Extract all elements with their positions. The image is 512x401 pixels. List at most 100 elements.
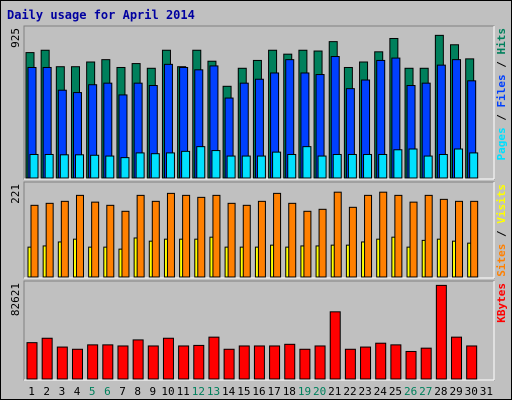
- x-tick-17: 17: [268, 385, 281, 398]
- x-tick-9: 9: [150, 385, 157, 398]
- panel-top: 925: [9, 25, 495, 180]
- bar-kbytes-day-2: [41, 337, 53, 380]
- bar-kbytes-day-11: [178, 345, 190, 380]
- bar-pages-day-29: [454, 148, 464, 179]
- bar-sites-day-21: [333, 191, 342, 278]
- x-tick-24: 24: [374, 385, 388, 398]
- bar-kbytes-day-4: [71, 348, 83, 380]
- legend-label-top: Pages / Files / Hits: [495, 28, 508, 161]
- x-tick-12: 12: [192, 385, 205, 398]
- bar-pages-day-17: [272, 151, 282, 179]
- legend-part: Files: [495, 74, 508, 107]
- x-tick-7: 7: [119, 385, 126, 398]
- bar-pages-day-26: [408, 148, 418, 179]
- bar-kbytes-day-10: [162, 337, 174, 380]
- legend-part: KBytes: [495, 283, 508, 323]
- bar-kbytes-day-21: [329, 311, 341, 380]
- x-tick-19: 19: [298, 385, 311, 398]
- bar-sites-day-27: [424, 194, 433, 278]
- bar-pages-day-16: [256, 155, 266, 179]
- bar-sites-day-28: [439, 198, 448, 278]
- bar-sites-day-29: [455, 200, 464, 278]
- bar-pages-day-28: [438, 153, 448, 179]
- legend-label-bottom: KBytes: [495, 283, 508, 323]
- panel-bottom: 82621: [9, 280, 495, 381]
- x-tick-28: 28: [434, 385, 447, 398]
- bar-pages-day-5: [90, 154, 100, 179]
- bar-pages-day-13: [211, 150, 221, 179]
- bar-kbytes-day-17: [269, 345, 281, 380]
- bar-pages-day-23: [363, 153, 373, 179]
- bar-pages-day-18: [287, 153, 297, 179]
- x-tick-20: 20: [313, 385, 326, 398]
- bar-kbytes-day-13: [208, 336, 220, 380]
- x-axis-labels: 1 2 3 4 5 6 7 8 9 10 11 12 13 14 15 16 17 18 19 20 21 22 23 24 2…: [28, 385, 493, 398]
- x-tick-1: 1: [28, 385, 35, 398]
- bar-kbytes-day-23: [360, 346, 372, 380]
- scale-label-middle: 221: [9, 184, 22, 204]
- bar-kbytes-day-7: [117, 345, 129, 380]
- bar-kbytes-day-15: [238, 345, 250, 380]
- bar-sites-day-18: [288, 202, 297, 278]
- bar-pages-day-19: [302, 146, 312, 179]
- bar-kbytes-day-3: [56, 346, 68, 380]
- bar-kbytes-day-16: [253, 345, 265, 380]
- bar-sites-day-14: [227, 202, 236, 278]
- bar-sites-day-9: [151, 200, 160, 278]
- x-tick-25: 25: [389, 385, 402, 398]
- bar-sites-day-10: [166, 192, 175, 278]
- legend-part: /: [495, 55, 508, 75]
- bar-kbytes-day-22: [344, 348, 356, 380]
- bar-kbytes-day-8: [132, 339, 144, 380]
- bar-sites-day-22: [348, 206, 357, 278]
- bar-kbytes-day-18: [284, 343, 296, 380]
- bar-pages-day-24: [378, 153, 388, 179]
- bar-pages-day-7: [120, 157, 130, 179]
- bar-sites-day-15: [242, 204, 251, 278]
- bar-pages-day-12: [196, 146, 206, 179]
- bar-pages-day-2: [44, 153, 54, 179]
- series-sites: [30, 191, 479, 278]
- x-tick-13: 13: [207, 385, 220, 398]
- x-tick-5: 5: [89, 385, 96, 398]
- bar-kbytes-day-9: [147, 345, 159, 380]
- x-tick-27: 27: [419, 385, 432, 398]
- x-tick-21: 21: [328, 385, 341, 398]
- bar-sites-day-24: [379, 191, 388, 278]
- legend-part: /: [495, 108, 508, 128]
- bar-sites-day-19: [303, 210, 312, 278]
- bar-kbytes-day-20: [314, 345, 326, 380]
- bar-pages-day-30: [469, 152, 479, 179]
- bar-pages-day-11: [181, 150, 191, 179]
- bar-pages-day-14: [226, 155, 236, 179]
- legend-part: Pages: [495, 127, 508, 160]
- bar-sites-day-2: [45, 202, 54, 278]
- legend-part: Hits: [495, 28, 508, 55]
- bar-sites-day-11: [182, 194, 191, 278]
- bar-pages-day-9: [150, 153, 160, 179]
- bar-pages-day-15: [241, 155, 251, 179]
- bar-sites-day-26: [409, 201, 418, 278]
- x-tick-10: 10: [161, 385, 174, 398]
- bar-pages-day-20: [317, 155, 327, 179]
- x-tick-29: 29: [449, 385, 462, 398]
- x-tick-30: 30: [465, 385, 478, 398]
- bar-sites-day-16: [257, 200, 266, 278]
- bar-kbytes-day-12: [193, 344, 205, 380]
- x-tick-22: 22: [343, 385, 356, 398]
- bar-kbytes-day-5: [87, 344, 99, 380]
- x-tick-2: 2: [43, 385, 50, 398]
- x-tick-4: 4: [74, 385, 81, 398]
- bar-sites-day-12: [197, 196, 206, 278]
- bar-sites-day-23: [364, 194, 373, 278]
- bar-kbytes-day-28: [435, 284, 447, 380]
- bar-kbytes-day-19: [299, 348, 311, 380]
- bar-pages-day-21: [332, 153, 342, 179]
- x-tick-26: 26: [404, 385, 417, 398]
- bar-pages-day-25: [393, 149, 403, 179]
- bar-sites-day-1: [30, 204, 39, 278]
- bar-kbytes-day-29: [451, 336, 463, 380]
- bar-pages-day-1: [29, 153, 39, 179]
